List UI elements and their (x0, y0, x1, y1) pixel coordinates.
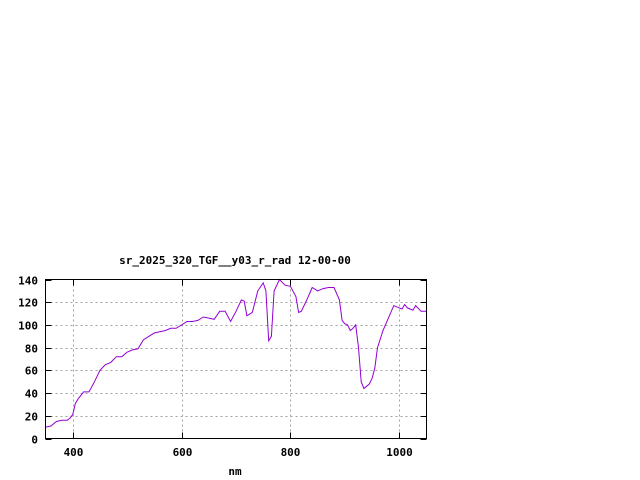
y-tick-label: 40 (25, 388, 38, 401)
x-axis-label: nm (228, 465, 242, 478)
y-tick-label: 80 (25, 343, 38, 356)
y-tick-label: 20 (25, 411, 38, 424)
x-axis-ticks: 400 600 800 1000 (64, 279, 413, 459)
y-tick-label: 100 (18, 320, 38, 333)
x-tick-label: 1000 (386, 446, 413, 459)
y-tick-label: 120 (18, 297, 38, 310)
x-tick-label: 800 (281, 446, 301, 459)
y-tick-label: 140 (18, 275, 38, 288)
plot-border (45, 279, 427, 439)
x-tick-label: 400 (64, 446, 84, 459)
x-tick-label: 600 (173, 446, 193, 459)
y-tick-label: 60 (25, 365, 38, 378)
y-tick-label: 0 (31, 434, 38, 447)
series-line (45, 278, 427, 428)
chart-title: sr_2025_320_TGF__y03_r_rad 12-00-00 (119, 254, 351, 267)
y-axis-ticks: 0 20 40 60 80 100 120 140 (18, 275, 427, 447)
grid (45, 279, 427, 439)
